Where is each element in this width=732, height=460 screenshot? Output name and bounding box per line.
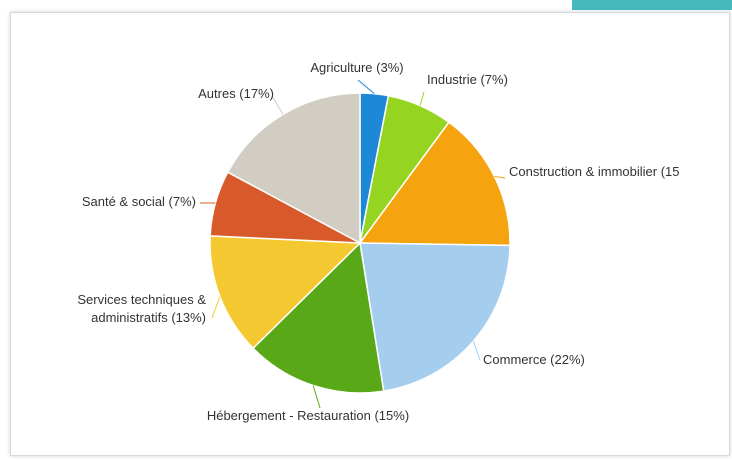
slice-label-line: Construction & immobilier (15 — [509, 164, 680, 179]
pie-slice-4 — [359, 242, 511, 392]
leader-line-5 — [312, 385, 321, 409]
slice-label-7: Santé & social (7%) — [82, 194, 196, 209]
slice-label-line: Industrie (7%) — [427, 72, 508, 87]
pie-slices — [209, 92, 511, 394]
leader-line-1 — [357, 79, 375, 95]
pie-slice-5 — [252, 241, 385, 394]
slice-label-line: Services techniques & — [77, 292, 206, 307]
leader-line-4 — [472, 341, 481, 361]
slice-label-6: Services techniques & administratifs (13%… — [77, 292, 206, 325]
pie-slice-3 — [358, 121, 511, 247]
slice-label-line: Commerce (22%) — [483, 352, 585, 367]
slice-label-2: Industrie (7%) — [427, 72, 508, 87]
slice-label-8: Autres (17%) — [198, 86, 274, 101]
slice-label-1: Agriculture (3%) — [310, 60, 403, 75]
slice-label-3: Construction & immobilier (15 — [509, 164, 680, 179]
leader-lines — [199, 79, 506, 409]
leader-line-3 — [494, 175, 506, 179]
slice-label-line: administratifs (13%) — [91, 310, 206, 325]
slice-label-line: Hébergement - Restauration (15%) — [207, 408, 409, 423]
slice-label-line: Santé & social (7%) — [82, 194, 196, 209]
slice-label-line: Agriculture (3%) — [310, 60, 403, 75]
pie-slice-6 — [209, 235, 362, 350]
slice-label-4: Commerce (22%) — [483, 352, 585, 367]
slice-labels: Agriculture (3%) Industrie (7%) Constructi… — [77, 60, 679, 423]
leader-line-2 — [419, 91, 425, 106]
accent-strip — [572, 0, 732, 10]
slice-label-line: Autres (17%) — [198, 86, 274, 101]
leader-line-6 — [211, 296, 221, 319]
slice-label-5: Hébergement - Restauration (15%) — [207, 408, 409, 423]
leader-line-8 — [271, 95, 284, 115]
